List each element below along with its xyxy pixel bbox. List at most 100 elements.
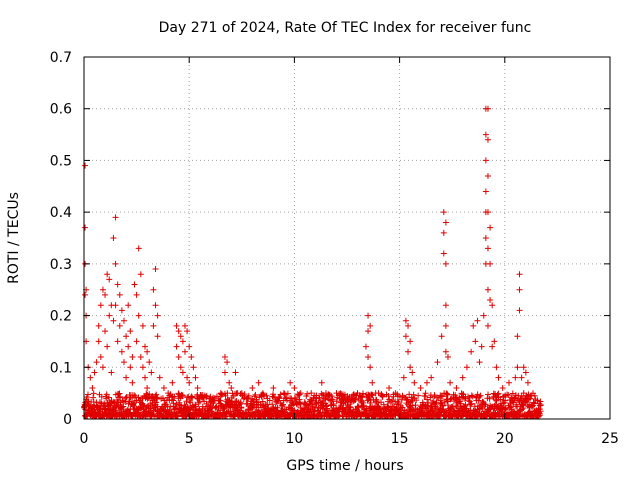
data-point bbox=[115, 394, 122, 401]
data-point bbox=[470, 322, 477, 329]
data-point bbox=[116, 322, 123, 329]
data-point bbox=[516, 307, 523, 314]
data-point bbox=[467, 401, 474, 408]
data-point bbox=[120, 359, 127, 366]
data-point bbox=[423, 379, 430, 386]
data-point bbox=[187, 399, 194, 406]
data-point bbox=[186, 379, 193, 386]
data-point bbox=[123, 333, 130, 340]
data-point bbox=[167, 403, 174, 410]
data-point bbox=[447, 379, 454, 386]
data-point bbox=[505, 392, 512, 399]
data-point bbox=[530, 399, 537, 406]
data-point bbox=[146, 359, 153, 366]
data-point bbox=[359, 393, 366, 400]
data-point bbox=[514, 333, 521, 340]
data-point bbox=[484, 245, 491, 252]
data-point bbox=[238, 404, 245, 411]
data-point bbox=[422, 390, 429, 397]
data-point bbox=[125, 302, 132, 309]
data-point bbox=[494, 391, 501, 398]
data-point bbox=[173, 343, 180, 350]
x-tick-label: 20 bbox=[496, 431, 514, 447]
data-point bbox=[415, 392, 422, 399]
data-point bbox=[150, 286, 157, 293]
x-tick-label: 5 bbox=[185, 431, 194, 447]
data-point bbox=[447, 396, 454, 403]
data-point bbox=[103, 395, 110, 402]
data-point bbox=[153, 391, 160, 398]
data-point bbox=[478, 343, 485, 350]
data-point bbox=[537, 398, 544, 405]
data-point bbox=[442, 302, 449, 309]
data-point bbox=[330, 400, 337, 407]
data-point bbox=[147, 405, 154, 412]
data-point bbox=[133, 291, 140, 298]
x-axis-label: GPS time / hours bbox=[286, 458, 403, 474]
data-point bbox=[506, 379, 513, 386]
data-point bbox=[302, 402, 309, 409]
data-point bbox=[316, 395, 323, 402]
data-point bbox=[489, 302, 496, 309]
plot-frame bbox=[83, 56, 611, 420]
data-point bbox=[273, 399, 280, 406]
data-points bbox=[81, 105, 544, 420]
data-point bbox=[354, 390, 361, 397]
data-point bbox=[171, 393, 178, 400]
data-point bbox=[520, 404, 527, 411]
y-tick-label: 0.3 bbox=[50, 257, 72, 273]
data-point bbox=[472, 338, 479, 345]
data-point bbox=[102, 291, 109, 298]
data-point bbox=[224, 390, 231, 397]
data-point bbox=[135, 312, 142, 319]
data-point bbox=[186, 398, 193, 405]
data-point bbox=[413, 397, 420, 404]
data-point bbox=[531, 392, 538, 399]
data-point bbox=[266, 397, 273, 404]
data-point bbox=[283, 394, 290, 401]
data-point bbox=[386, 396, 393, 403]
data-point bbox=[352, 396, 359, 403]
data-point bbox=[453, 384, 460, 391]
data-point bbox=[181, 322, 188, 329]
data-point bbox=[527, 395, 534, 402]
axis-ticks bbox=[83, 56, 611, 420]
data-point bbox=[279, 403, 286, 410]
data-point bbox=[274, 404, 281, 411]
data-point bbox=[304, 390, 311, 397]
data-point bbox=[405, 348, 412, 355]
data-point bbox=[123, 374, 130, 381]
data-point bbox=[390, 393, 397, 400]
data-point bbox=[137, 406, 144, 413]
data-point bbox=[360, 390, 367, 397]
data-point bbox=[409, 369, 416, 376]
data-point bbox=[328, 393, 335, 400]
data-point bbox=[104, 271, 111, 278]
data-point bbox=[440, 229, 447, 236]
data-point bbox=[110, 235, 117, 241]
data-point bbox=[116, 390, 123, 397]
data-point bbox=[160, 384, 167, 391]
data-point bbox=[93, 359, 100, 366]
data-point bbox=[118, 404, 125, 411]
data-point bbox=[297, 401, 304, 408]
data-point bbox=[300, 405, 307, 412]
data-point bbox=[252, 391, 259, 398]
data-point bbox=[509, 390, 516, 397]
data-point bbox=[103, 391, 110, 398]
data-point bbox=[459, 374, 466, 381]
data-point bbox=[179, 338, 186, 345]
data-point bbox=[119, 397, 126, 404]
data-point bbox=[531, 400, 538, 407]
data-point bbox=[402, 333, 409, 340]
data-point bbox=[516, 271, 523, 278]
data-point bbox=[444, 353, 451, 360]
tick-labels: 0 5 10 15 20 25 0 0.1 0.2 0.3 0.4 0.5 0.6 0.7 bbox=[50, 50, 619, 447]
data-point bbox=[444, 391, 451, 398]
data-point bbox=[487, 260, 494, 267]
data-point bbox=[373, 399, 380, 406]
data-point bbox=[484, 105, 491, 112]
data-point bbox=[297, 390, 304, 397]
data-point bbox=[154, 312, 161, 319]
data-point bbox=[484, 209, 491, 216]
